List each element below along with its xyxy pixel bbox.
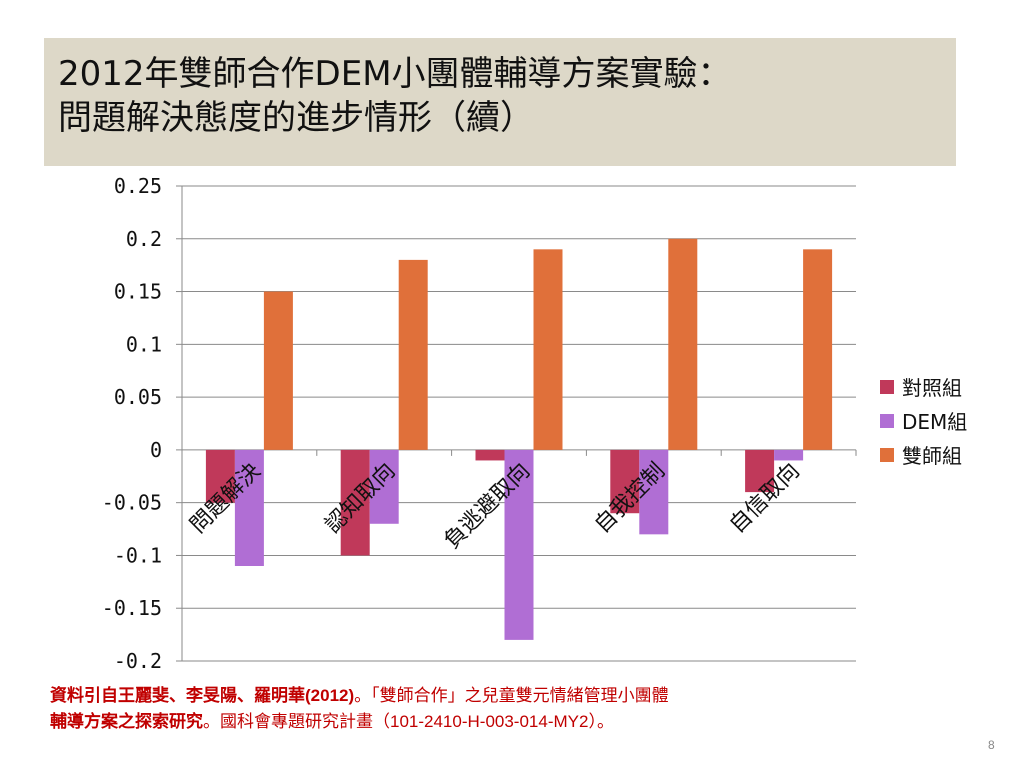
bar	[263, 291, 293, 450]
y-tick-label: 0	[150, 438, 162, 462]
source-project: 。國科會專題研究計畫（101-2410-H-003-014-MY2）。	[203, 712, 614, 731]
bar	[205, 449, 235, 503]
y-tick-label: 0.2	[126, 227, 162, 251]
bar	[639, 449, 669, 535]
bar	[610, 449, 640, 514]
legend-swatch	[880, 414, 894, 428]
y-tick-label: 0.15	[114, 280, 162, 304]
bar	[745, 449, 775, 493]
source-authors: 資料引自王麗斐、李旻陽、羅明華(2012)	[50, 686, 355, 705]
title-line-1: 2012年雙師合作DEM小團體輔導方案實驗：	[58, 54, 732, 94]
bar	[475, 449, 505, 461]
bar	[340, 449, 370, 556]
legend-label: DEM組	[902, 410, 967, 434]
bar	[803, 249, 833, 450]
bar	[668, 238, 698, 450]
bar	[533, 249, 563, 450]
bar	[398, 259, 428, 450]
y-tick-label: 0.25	[114, 174, 162, 198]
bar-chart: 0.250.20.150.10.050-0.05-0.1-0.15-0.2問題解…	[102, 174, 968, 673]
y-tick-label: -0.2	[114, 649, 162, 673]
legend-label: 雙師組	[902, 444, 962, 468]
source-citation: 資料引自王麗斐、李旻陽、羅明華(2012)。「雙師合作」之兒童雙元情緒管理小團體…	[50, 683, 1005, 735]
y-tick-label: -0.1	[114, 543, 162, 567]
bar	[504, 449, 534, 640]
legend-swatch	[880, 380, 894, 394]
y-tick-label: 0.1	[126, 332, 162, 356]
source-title-1: 。「雙師合作」之兒童雙元情緒管理小團體	[354, 686, 669, 705]
legend-label: 對照組	[902, 376, 962, 400]
y-tick-label: -0.05	[102, 491, 162, 515]
slide-title: 2012年雙師合作DEM小團體輔導方案實驗： 問題解決態度的進步情形（續）	[58, 52, 732, 140]
title-line-2: 問題解決態度的進步情形（續）	[58, 98, 534, 138]
y-tick-label: -0.15	[102, 596, 162, 620]
y-tick-label: 0.05	[114, 385, 162, 409]
bar	[774, 449, 804, 461]
title-box: 2012年雙師合作DEM小團體輔導方案實驗： 問題解決態度的進步情形（續）	[44, 38, 956, 166]
bar	[234, 449, 264, 566]
legend-swatch	[880, 448, 894, 462]
bar	[369, 449, 399, 524]
source-title-2: 輔導方案之探索研究	[50, 712, 203, 731]
page-number: 8	[988, 738, 995, 752]
